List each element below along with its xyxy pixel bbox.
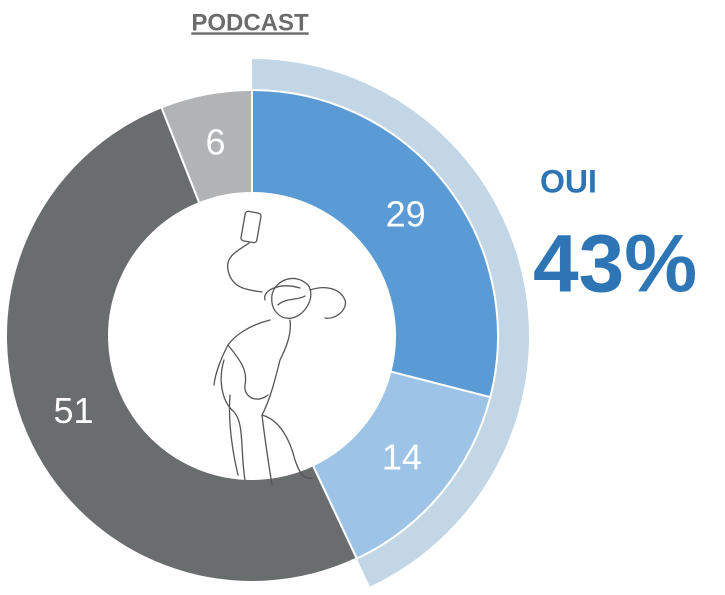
highlight-value: 43%: [533, 219, 697, 310]
slice-label: 29: [386, 193, 426, 234]
chart: PODCAST OUI 43% 29 14 51 6: [0, 0, 725, 595]
donut-hole: [109, 193, 395, 479]
chart-title: PODCAST: [191, 9, 309, 36]
slice-label: 51: [53, 390, 93, 431]
highlight-label: OUI: [540, 163, 597, 199]
slice-label: 6: [206, 121, 226, 162]
slice-label: 14: [382, 436, 422, 477]
